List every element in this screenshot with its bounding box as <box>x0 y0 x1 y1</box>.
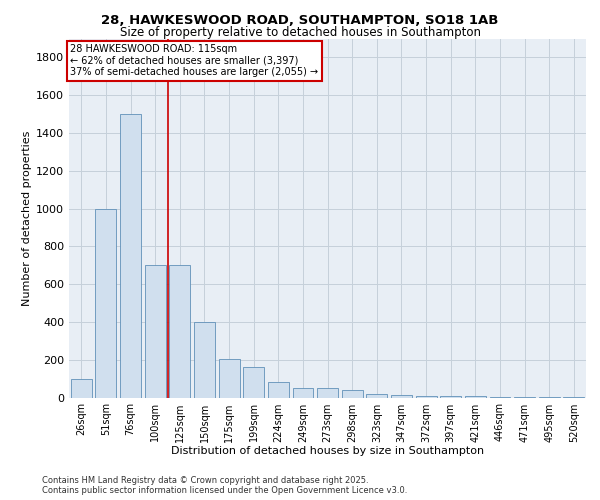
Bar <box>391 395 412 398</box>
Bar <box>490 397 511 398</box>
Bar <box>169 265 190 398</box>
Text: 28 HAWKESWOOD ROAD: 115sqm
← 62% of detached houses are smaller (3,397)
37% of s: 28 HAWKESWOOD ROAD: 115sqm ← 62% of deta… <box>70 44 319 78</box>
Bar <box>465 396 486 398</box>
Text: Size of property relative to detached houses in Southampton: Size of property relative to detached ho… <box>119 26 481 39</box>
Bar <box>416 396 437 398</box>
Bar <box>71 378 92 398</box>
Bar <box>440 396 461 398</box>
Bar <box>268 382 289 398</box>
Bar <box>218 359 239 398</box>
Bar <box>342 390 362 398</box>
Bar <box>293 388 313 398</box>
Y-axis label: Number of detached properties: Number of detached properties <box>22 130 32 306</box>
Text: 28, HAWKESWOOD ROAD, SOUTHAMPTON, SO18 1AB: 28, HAWKESWOOD ROAD, SOUTHAMPTON, SO18 1… <box>101 14 499 27</box>
Bar <box>120 114 141 398</box>
Bar <box>243 368 264 398</box>
Bar <box>95 208 116 398</box>
Bar <box>367 394 388 398</box>
X-axis label: Distribution of detached houses by size in Southampton: Distribution of detached houses by size … <box>171 446 484 456</box>
Bar <box>194 322 215 398</box>
Text: Contains HM Land Registry data © Crown copyright and database right 2025.
Contai: Contains HM Land Registry data © Crown c… <box>42 476 407 495</box>
Bar <box>317 388 338 398</box>
Bar <box>145 265 166 398</box>
